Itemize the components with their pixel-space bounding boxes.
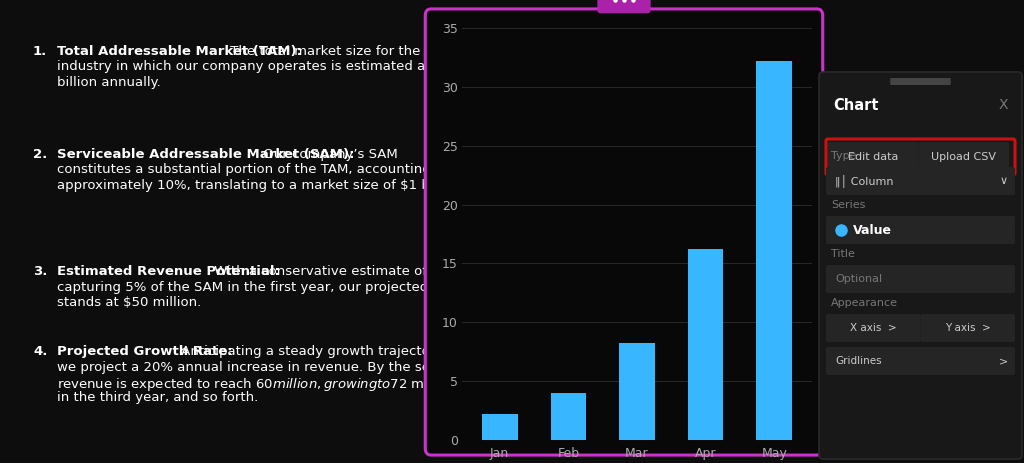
Text: 3.: 3. bbox=[33, 265, 47, 278]
Text: approximately 10%, translating to a market size of $1 billion.: approximately 10%, translating to a mark… bbox=[57, 179, 466, 192]
FancyBboxPatch shape bbox=[826, 265, 1015, 293]
Text: X: X bbox=[998, 98, 1008, 112]
Text: The total market size for the: The total market size for the bbox=[226, 45, 421, 58]
Text: Projected Growth Rate:: Projected Growth Rate: bbox=[57, 345, 232, 358]
Text: Serviceable Addressable Market (SAM):: Serviceable Addressable Market (SAM): bbox=[57, 148, 354, 161]
FancyBboxPatch shape bbox=[921, 314, 1015, 342]
Text: revenue is expected to reach $60 million, growing to $72 million: revenue is expected to reach $60 million… bbox=[57, 376, 456, 393]
Text: Appearance: Appearance bbox=[831, 298, 898, 308]
Text: in the third year, and so forth.: in the third year, and so forth. bbox=[57, 392, 258, 405]
Text: Upload CSV: Upload CSV bbox=[931, 152, 996, 162]
Text: we project a 20% annual increase in revenue. By the second year,: we project a 20% annual increase in reve… bbox=[57, 361, 501, 374]
Text: ‖│ Column: ‖│ Column bbox=[835, 175, 894, 188]
Text: Y axis  >: Y axis > bbox=[945, 323, 990, 333]
Text: ∨: ∨ bbox=[999, 176, 1008, 186]
Text: Edit data: Edit data bbox=[848, 152, 898, 162]
FancyBboxPatch shape bbox=[819, 72, 1022, 459]
Text: Chart: Chart bbox=[833, 98, 879, 113]
Text: Series: Series bbox=[831, 200, 865, 210]
Text: 2.: 2. bbox=[33, 148, 47, 161]
Text: Value: Value bbox=[853, 224, 892, 237]
Text: >: > bbox=[998, 356, 1008, 366]
Bar bbox=[551, 393, 586, 440]
Text: industry in which our company operates is estimated at $10: industry in which our company operates i… bbox=[57, 61, 460, 74]
Text: Title: Title bbox=[831, 249, 855, 259]
Text: X axis  >: X axis > bbox=[850, 323, 897, 333]
Text: 1.: 1. bbox=[33, 45, 47, 58]
Text: Estimated Revenue Potential:: Estimated Revenue Potential: bbox=[57, 265, 280, 278]
FancyBboxPatch shape bbox=[597, 0, 650, 13]
FancyBboxPatch shape bbox=[919, 142, 1009, 172]
FancyBboxPatch shape bbox=[826, 314, 921, 342]
Text: capturing 5% of the SAM in the first year, our projected revenue: capturing 5% of the SAM in the first yea… bbox=[57, 281, 487, 294]
Text: Anticipating a steady growth trajectory,: Anticipating a steady growth trajectory, bbox=[177, 345, 447, 358]
Text: stands at $50 million.: stands at $50 million. bbox=[57, 296, 202, 309]
Bar bbox=[482, 414, 517, 440]
Text: Optional: Optional bbox=[835, 274, 882, 284]
Bar bbox=[620, 344, 654, 440]
FancyBboxPatch shape bbox=[826, 347, 1015, 375]
FancyBboxPatch shape bbox=[828, 142, 919, 172]
Text: Gridlines: Gridlines bbox=[835, 356, 882, 366]
Bar bbox=[757, 61, 793, 440]
Text: constitutes a substantial portion of the TAM, accounting for: constitutes a substantial portion of the… bbox=[57, 163, 454, 176]
Bar bbox=[688, 249, 724, 440]
Text: With a conservative estimate of: With a conservative estimate of bbox=[210, 265, 427, 278]
Text: Total Addressable Market (TAM):: Total Addressable Market (TAM): bbox=[57, 45, 302, 58]
Text: Our company’s SAM: Our company’s SAM bbox=[259, 148, 398, 161]
FancyBboxPatch shape bbox=[826, 167, 1015, 195]
Text: 4.: 4. bbox=[33, 345, 47, 358]
FancyBboxPatch shape bbox=[890, 78, 950, 85]
Text: Type: Type bbox=[831, 151, 856, 161]
FancyBboxPatch shape bbox=[425, 9, 822, 455]
FancyBboxPatch shape bbox=[826, 216, 1015, 244]
Text: billion annually.: billion annually. bbox=[57, 76, 161, 89]
